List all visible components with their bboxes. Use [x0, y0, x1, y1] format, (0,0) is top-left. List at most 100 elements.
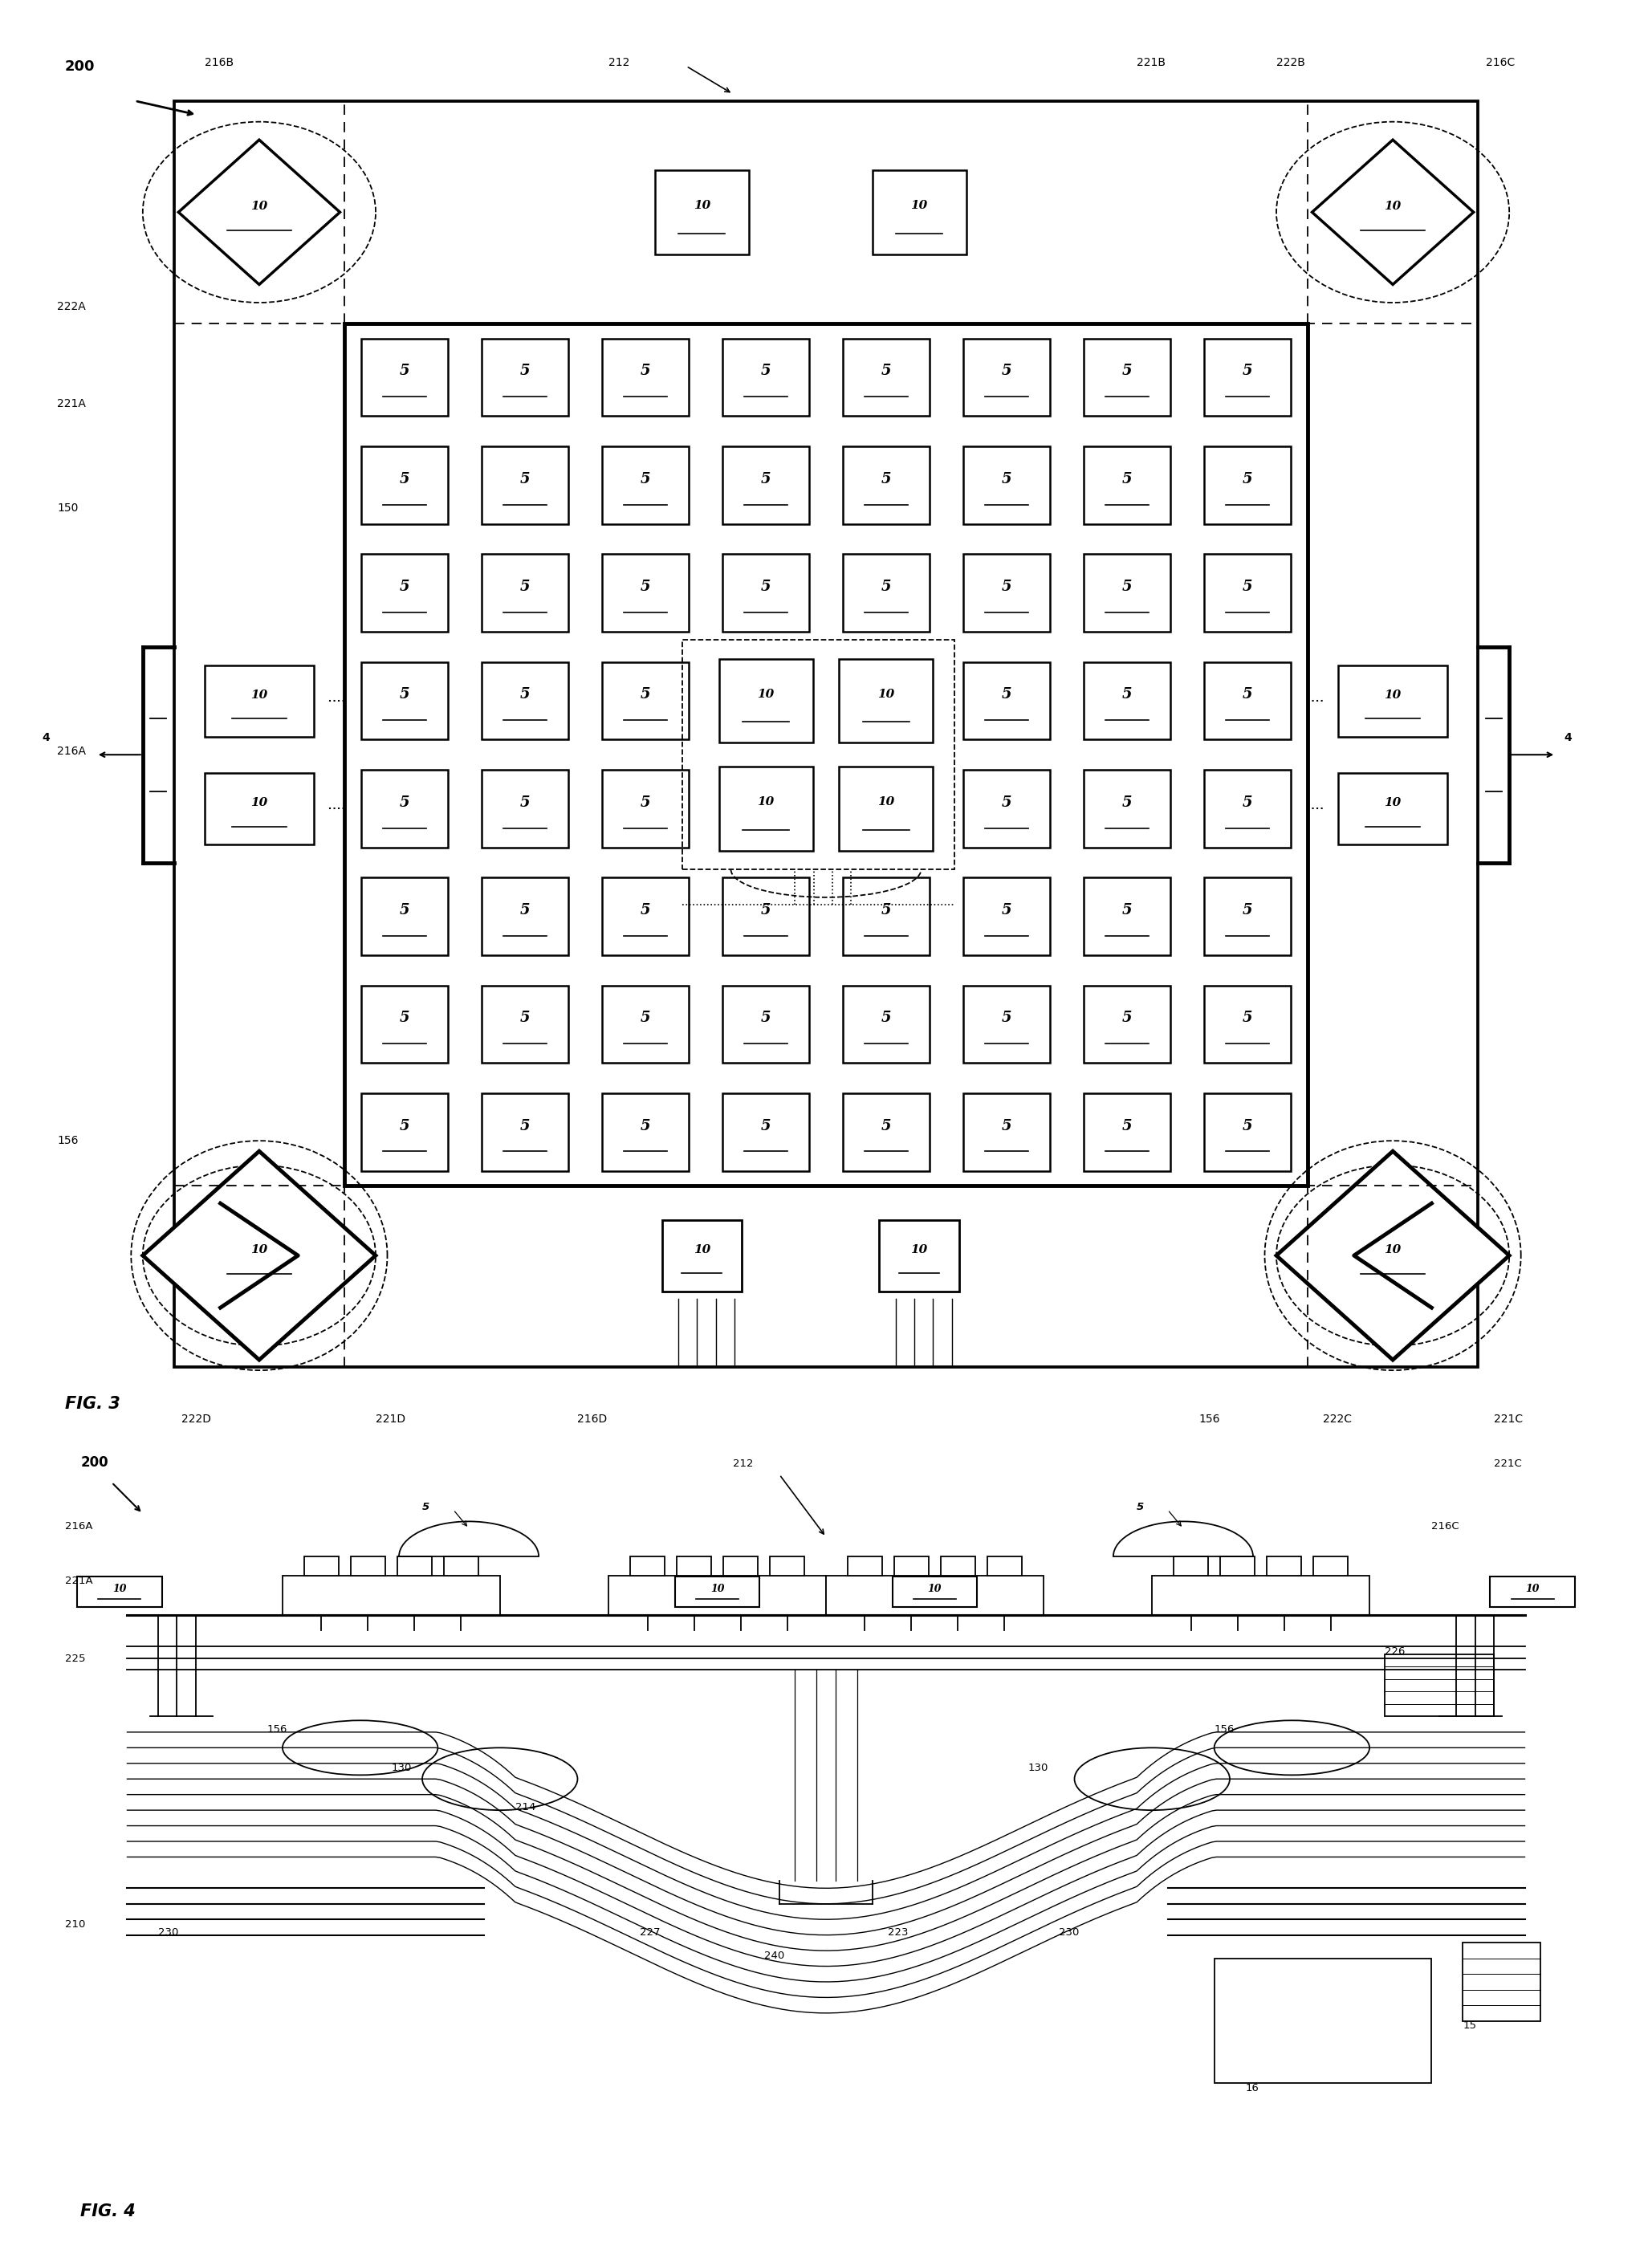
Text: 10: 10: [694, 1244, 710, 1255]
FancyBboxPatch shape: [963, 986, 1051, 1063]
Text: 5: 5: [1242, 688, 1252, 701]
Text: 216C: 216C: [1487, 57, 1515, 68]
Text: 225: 225: [64, 1654, 86, 1665]
FancyBboxPatch shape: [362, 986, 448, 1063]
Text: 10: 10: [251, 796, 268, 808]
Text: 5: 5: [1001, 579, 1011, 595]
Polygon shape: [1312, 140, 1474, 285]
FancyBboxPatch shape: [482, 878, 568, 955]
Text: 10: 10: [928, 1583, 942, 1595]
Text: 5: 5: [881, 579, 890, 595]
Text: 227: 227: [639, 1927, 661, 1939]
Bar: [872, 170, 966, 253]
Text: 5: 5: [641, 364, 651, 378]
FancyBboxPatch shape: [722, 878, 809, 955]
Bar: [1338, 665, 1447, 737]
Text: 5: 5: [520, 1120, 530, 1133]
Text: 5: 5: [1001, 903, 1011, 918]
Bar: [78, 1577, 162, 1606]
FancyBboxPatch shape: [362, 339, 448, 416]
Text: 5: 5: [1001, 1011, 1011, 1025]
Text: 5: 5: [641, 579, 651, 595]
Text: 230: 230: [159, 1927, 178, 1939]
Text: 10: 10: [112, 1583, 127, 1595]
Text: 5: 5: [881, 1120, 890, 1133]
FancyBboxPatch shape: [722, 986, 809, 1063]
FancyBboxPatch shape: [722, 1093, 809, 1172]
Text: 5: 5: [641, 688, 651, 701]
FancyBboxPatch shape: [482, 663, 568, 740]
Bar: [304, 1556, 339, 1577]
Text: 10: 10: [251, 201, 268, 213]
Bar: [770, 1556, 805, 1577]
FancyBboxPatch shape: [843, 446, 930, 525]
FancyBboxPatch shape: [963, 1093, 1051, 1172]
FancyBboxPatch shape: [722, 554, 809, 631]
FancyBboxPatch shape: [1084, 663, 1170, 740]
Bar: [892, 1577, 976, 1606]
Text: 10: 10: [1384, 1244, 1401, 1255]
Bar: [173, 102, 1479, 1366]
Text: 150: 150: [58, 502, 79, 513]
Text: 5: 5: [1122, 579, 1132, 595]
FancyBboxPatch shape: [843, 1093, 930, 1172]
Bar: [1313, 1556, 1348, 1577]
FancyBboxPatch shape: [482, 554, 568, 631]
FancyBboxPatch shape: [362, 769, 448, 848]
FancyBboxPatch shape: [1204, 339, 1290, 416]
FancyBboxPatch shape: [843, 339, 930, 416]
Text: 156: 156: [1214, 1724, 1234, 1735]
Bar: [847, 1556, 882, 1577]
FancyBboxPatch shape: [963, 446, 1051, 525]
Text: 5: 5: [641, 903, 651, 918]
FancyBboxPatch shape: [601, 446, 689, 525]
Bar: [205, 774, 314, 844]
FancyBboxPatch shape: [963, 554, 1051, 631]
FancyBboxPatch shape: [482, 446, 568, 525]
FancyBboxPatch shape: [1204, 878, 1290, 955]
Bar: [719, 658, 813, 742]
FancyBboxPatch shape: [843, 986, 930, 1063]
Bar: [1214, 1959, 1432, 2083]
Text: 156: 156: [58, 1136, 79, 1147]
FancyBboxPatch shape: [1084, 1093, 1170, 1172]
Text: 5: 5: [762, 903, 771, 918]
Bar: [205, 665, 314, 737]
Bar: [398, 1556, 431, 1577]
FancyBboxPatch shape: [482, 1093, 568, 1172]
Text: 222A: 222A: [58, 301, 86, 312]
Bar: [1462, 1943, 1540, 2020]
Text: 10: 10: [757, 796, 775, 808]
FancyBboxPatch shape: [963, 339, 1051, 416]
Text: 10: 10: [710, 1583, 724, 1595]
Text: 10: 10: [1384, 796, 1401, 808]
Bar: [1490, 1577, 1574, 1606]
Bar: [662, 1219, 742, 1292]
Text: 226: 226: [1384, 1647, 1406, 1656]
Text: 5: 5: [641, 1011, 651, 1025]
Text: 216A: 216A: [64, 1522, 93, 1531]
Bar: [894, 1556, 928, 1577]
Text: 10: 10: [910, 1244, 928, 1255]
Text: 5: 5: [520, 579, 530, 595]
Text: 5: 5: [1001, 796, 1011, 810]
FancyBboxPatch shape: [601, 769, 689, 848]
Bar: [839, 767, 933, 851]
Text: 5: 5: [520, 796, 530, 810]
Bar: [1267, 1556, 1302, 1577]
FancyBboxPatch shape: [482, 769, 568, 848]
Text: 10: 10: [1525, 1583, 1540, 1595]
Text: 5: 5: [400, 1011, 410, 1025]
Text: 4: 4: [1563, 733, 1571, 744]
Text: 5: 5: [1242, 1120, 1252, 1133]
Text: FIG. 3: FIG. 3: [64, 1396, 121, 1411]
Text: 5: 5: [400, 903, 410, 918]
FancyBboxPatch shape: [362, 878, 448, 955]
Text: 222C: 222C: [1323, 1414, 1351, 1425]
FancyBboxPatch shape: [963, 769, 1051, 848]
Bar: [1151, 1577, 1370, 1615]
FancyBboxPatch shape: [1204, 1093, 1290, 1172]
Bar: [631, 1556, 664, 1577]
Text: 5: 5: [1122, 473, 1132, 486]
Polygon shape: [1277, 1151, 1510, 1359]
